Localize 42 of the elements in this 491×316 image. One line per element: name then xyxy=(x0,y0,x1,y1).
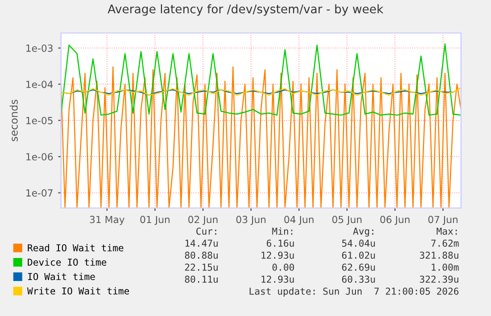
x-tick-label: 31 May xyxy=(90,216,124,226)
legend-label: IO Wait time xyxy=(28,272,95,280)
text: Min: xyxy=(272,227,292,235)
text: 80.88u xyxy=(184,252,218,259)
x-tick-label: 06 Jun xyxy=(380,216,410,225)
text: Last update: Sun Jun 7 21:00:05 2026 xyxy=(250,287,458,297)
x-tick-label: 04 Jun xyxy=(284,216,314,225)
legend-label: Write IO Wait time xyxy=(27,287,129,295)
text: Avg: xyxy=(353,228,374,237)
y-tick-label: 1e-07 xyxy=(26,189,53,197)
line-series xyxy=(61,87,461,96)
line-series xyxy=(61,43,461,116)
text: 54.04u xyxy=(342,240,375,247)
legend-label: Device IO time xyxy=(28,258,106,266)
text: Cur: xyxy=(196,228,216,235)
x-tick-label: 02 Jun xyxy=(188,216,218,225)
text: 6.16u xyxy=(266,240,294,247)
text: 22.15u xyxy=(185,264,218,271)
x-tick-label: 07 Jun xyxy=(428,216,458,225)
text: 0.00 xyxy=(272,264,294,271)
text: 61.02u xyxy=(342,252,375,259)
text: 12.93u xyxy=(262,276,294,283)
text: 14.47u xyxy=(186,240,218,247)
text: 7.62m xyxy=(431,240,459,247)
chart-title: Average latency for /dev/system/var - by week xyxy=(108,4,384,16)
y-tick-label: 1e-04 xyxy=(26,80,53,88)
text: 80.11u xyxy=(184,276,218,283)
y-axis-title: seconds xyxy=(10,100,18,142)
text: 12.93u xyxy=(262,252,294,259)
x-tick-label: 03 Jun xyxy=(236,216,266,225)
text: 1.00m xyxy=(432,264,459,271)
text: Max: xyxy=(436,228,457,235)
text: 62.69u xyxy=(342,264,375,271)
text: 321.88u xyxy=(420,252,458,259)
text: 322.39u xyxy=(420,276,458,283)
legend-label: Read IO Wait time xyxy=(28,244,124,252)
y-tick-label: 1e-05 xyxy=(26,116,53,124)
y-tick-label: 1e-03 xyxy=(26,44,53,52)
x-tick-label: 01 Jun xyxy=(140,216,170,225)
text: 60.33u xyxy=(342,276,375,283)
x-tick-label: 05 Jun xyxy=(332,216,362,225)
y-tick-label: 1e-06 xyxy=(26,153,53,160)
